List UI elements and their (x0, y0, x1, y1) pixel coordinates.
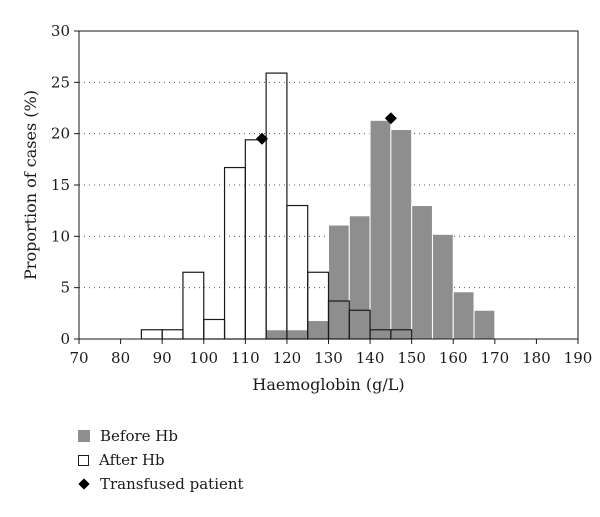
transfused-patient-point (384, 112, 397, 125)
tick-labels: 70 80 90 100 110 120 130 140 150 160 170 180 190 0 5 10… (51, 22, 592, 367)
after-hb-bar (244, 139, 267, 340)
before-hb-bar (411, 205, 433, 340)
before-hb-bar (473, 309, 496, 340)
x-axis-label: Haemoglobin (g/L) (252, 375, 404, 394)
after-hb-bar (265, 72, 288, 340)
x-tick-label: 190 (564, 349, 593, 367)
y-tick-label: 0 (60, 330, 70, 348)
gray-square-icon (78, 430, 90, 442)
x-tick-label: 70 (69, 349, 88, 367)
before-hb-bar (328, 224, 350, 340)
y-tick-label: 30 (51, 22, 70, 40)
before-hb-bar (452, 291, 475, 340)
x-tick-label: 130 (314, 349, 343, 367)
x-tick-label: 140 (356, 349, 385, 367)
before-hb-bar (369, 119, 392, 340)
y-tick-label: 5 (60, 279, 70, 297)
x-tick-label: 170 (481, 349, 510, 367)
x-tick-label: 150 (397, 349, 426, 367)
y-tick-label: 10 (51, 227, 70, 245)
y-tick-label: 15 (51, 176, 70, 194)
x-tick-label: 80 (111, 349, 130, 367)
legend-item-before: Before Hb (78, 424, 244, 448)
before-hb-bar (390, 129, 413, 340)
legend-label: After Hb (99, 451, 165, 469)
y-tick-label: 25 (51, 73, 70, 91)
after-hb-bar (182, 271, 205, 340)
outline-square-icon (78, 454, 89, 466)
legend-label: Before Hb (100, 427, 178, 445)
y-tick-label: 20 (51, 125, 70, 143)
x-tick-label: 180 (522, 349, 551, 367)
y-axis-label: Proportion of cases (%) (21, 90, 40, 280)
x-tick-label: 110 (231, 349, 260, 367)
x-tick-label: 160 (439, 349, 468, 367)
before-hb-bar (265, 329, 288, 340)
transfused-markers (255, 112, 397, 145)
axes (74, 30, 579, 344)
before-hb-bar (431, 233, 454, 340)
legend-label: Transfused patient (100, 475, 244, 493)
x-tick-label: 120 (273, 349, 302, 367)
x-tick-label: 100 (189, 349, 218, 367)
legend-item-after: After Hb (78, 448, 244, 472)
x-tick-label: 90 (153, 349, 172, 367)
after-hb-bar (203, 318, 226, 340)
after-hb-bar (286, 204, 309, 340)
before-hb-bar (286, 329, 309, 340)
before-hb-bar (307, 320, 330, 340)
before-hb-bar (348, 215, 371, 340)
legend-item-transfused: Transfused patient (78, 472, 244, 496)
after-hb-bar (140, 329, 163, 340)
transfused-patient-point (255, 132, 268, 145)
histogram-chart: 70 80 90 100 110 120 130 140 150 160 170 180 190 0 5 10… (21, 22, 592, 394)
after-hb-bar (161, 329, 184, 340)
diamond-icon (78, 478, 90, 490)
before-hb-bars (265, 119, 496, 340)
legend: Before Hb After Hb Transfused patient (78, 424, 244, 496)
after-hb-bar (223, 166, 246, 340)
